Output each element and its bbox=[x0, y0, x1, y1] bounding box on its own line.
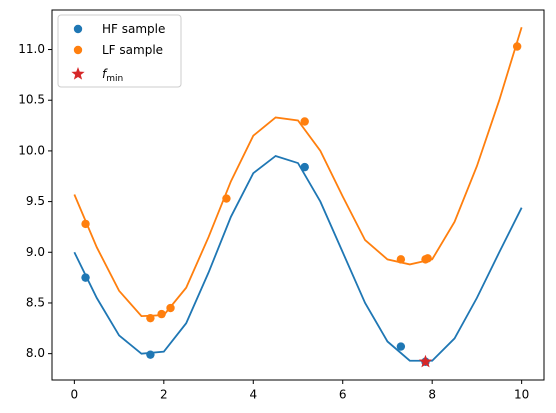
marker bbox=[512, 42, 522, 51]
y-tick-label: 9.5 bbox=[26, 194, 45, 208]
x-tick-label: 2 bbox=[160, 388, 168, 402]
x-tick-label: 6 bbox=[339, 388, 347, 402]
marker bbox=[146, 350, 155, 359]
marker bbox=[222, 194, 231, 203]
y-tick-label: 10.5 bbox=[18, 93, 45, 107]
x-tick-label: 10 bbox=[514, 388, 529, 402]
legend-box bbox=[57, 14, 182, 88]
marker bbox=[300, 162, 309, 172]
y-tick-label: 8.5 bbox=[26, 295, 45, 309]
marker bbox=[300, 117, 309, 126]
y-tick-label: 11.0 bbox=[18, 42, 45, 56]
legend-marker bbox=[71, 67, 85, 80]
marker bbox=[396, 255, 406, 264]
legend-label-text: HF sample bbox=[102, 22, 165, 36]
marker bbox=[166, 303, 175, 313]
marker bbox=[146, 313, 155, 323]
axes-frame bbox=[51, 9, 545, 381]
star-marker bbox=[418, 354, 433, 368]
legend-marker bbox=[73, 45, 83, 55]
marker bbox=[81, 219, 90, 229]
legend-label-text: f bbox=[102, 67, 108, 81]
legend-label-text: LF sample bbox=[102, 43, 163, 57]
legend-label: LF sample bbox=[102, 43, 163, 57]
y-tick-label: 10.0 bbox=[18, 143, 45, 157]
legend-marker bbox=[73, 24, 83, 34]
x-tick-label: 4 bbox=[249, 388, 257, 402]
legend-label: HF sample bbox=[102, 22, 165, 36]
y-tick-label: 9.0 bbox=[26, 245, 45, 259]
legend-label: fmin bbox=[102, 67, 123, 84]
legend-label-subscript: min bbox=[106, 74, 123, 84]
marker bbox=[396, 342, 406, 351]
marker bbox=[81, 273, 90, 282]
marker bbox=[157, 309, 166, 319]
marker bbox=[423, 254, 432, 263]
y-tick-label: 8.0 bbox=[26, 346, 45, 360]
x-tick-label: 8 bbox=[428, 388, 436, 402]
x-tick-label: 0 bbox=[71, 388, 79, 402]
